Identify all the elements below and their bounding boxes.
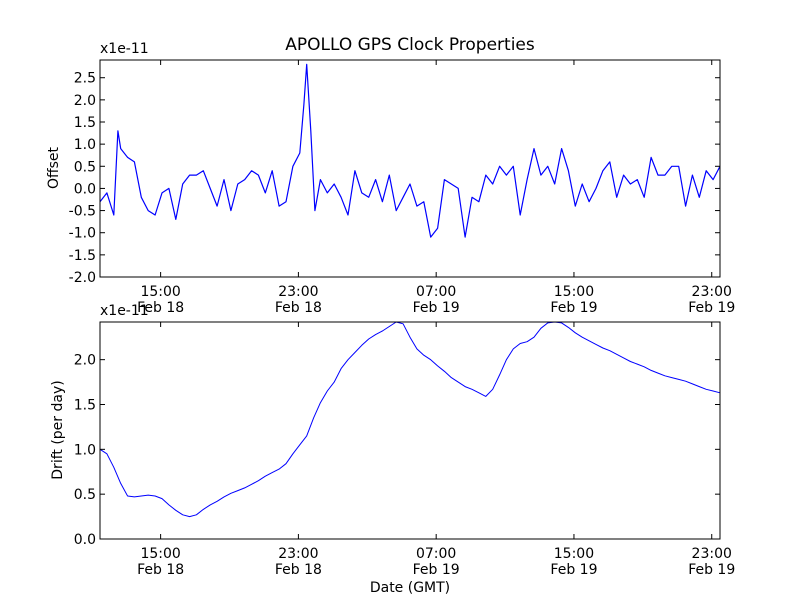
drift-exponent-label: x1e-11: [100, 303, 149, 319]
drift-x-tick-time: 23:00: [692, 546, 732, 562]
drift-x-tick-time: 07:00: [416, 546, 456, 562]
offset-plot-frame: [99, 59, 721, 278]
offset-y-tick-label: -1.5: [69, 248, 96, 264]
offset-y-tick-label: 0.0: [74, 181, 96, 197]
offset-x-tick-date: Feb 18: [275, 300, 322, 316]
offset-y-tick-label: 1.0: [74, 137, 96, 153]
offset-y-tick-label: -1.0: [69, 226, 96, 242]
drift-plot-frame: [99, 321, 721, 540]
offset-exponent-label: x1e-11: [100, 41, 149, 57]
offset-x-tick-date: Feb 18: [137, 300, 184, 316]
offset-x-tick-time: 07:00: [416, 284, 456, 300]
offset-y-tick-label: -2.0: [69, 270, 96, 286]
offset-marks: [99, 63, 721, 238]
drift-x-tick-date: Feb 19: [413, 562, 460, 578]
chart-title: APOLLO GPS Clock Properties: [285, 35, 535, 55]
offset-y-tick-label: -0.5: [69, 204, 96, 220]
drift-x-tick-date: Feb 19: [550, 562, 597, 578]
drift-x-tick-date: Feb 18: [275, 562, 322, 578]
drift-y-tick-label: 0.0: [74, 532, 96, 548]
offset-series-line: [99, 63, 721, 238]
drift-y-tick-label: 2.0: [74, 353, 96, 369]
offset-y-tick-label: 2.0: [74, 93, 96, 109]
drift-panel: x1e-11 Drift (per day) 0.0 0.5 1.0 1.5 2.0 1…: [50, 303, 735, 596]
drift-y-axis-label: Drift (per day): [50, 380, 66, 479]
offset-x-tick-time: 23:00: [278, 284, 318, 300]
drift-y-ticks: 0.0 0.5 1.0 1.5 2.0: [74, 353, 720, 548]
x-axis-label: Date (GMT): [370, 580, 450, 596]
offset-y-tick-label: 2.5: [74, 71, 96, 87]
drift-x-tick-date: Feb 19: [688, 562, 735, 578]
offset-y-tick-label: 0.5: [74, 159, 96, 175]
drift-y-tick-label: 1.0: [74, 442, 96, 458]
drift-x-tick-time: 15:00: [554, 546, 594, 562]
drift-x-tick-date: Feb 18: [137, 562, 184, 578]
offset-y-ticks: -2.0 -1.5 -1.0 -0.5 0.0 0.5 1.0 1.5 2.0 2.5: [69, 71, 720, 286]
drift-marks: [99, 321, 721, 518]
offset-y-axis-label: Offset: [46, 146, 62, 189]
offset-panel: x1e-11 Offset -2.0 -1.5 -1.0 -0.5 0.0 0.5 1.0 1…: [46, 41, 735, 316]
drift-series-line: [99, 321, 721, 518]
drift-x-tick-time: 15:00: [140, 546, 180, 562]
drift-y-tick-label: 0.5: [74, 487, 96, 503]
offset-x-tick-date: Feb 19: [550, 300, 597, 316]
offset-x-tick-date: Feb 19: [688, 300, 735, 316]
drift-y-tick-label: 1.5: [74, 397, 96, 413]
drift-x-tick-time: 23:00: [278, 546, 318, 562]
offset-x-tick-time: 15:00: [554, 284, 594, 300]
offset-x-tick-date: Feb 19: [413, 300, 460, 316]
offset-y-tick-label: 1.5: [74, 115, 96, 131]
offset-x-tick-time: 23:00: [692, 284, 732, 300]
offset-x-tick-time: 15:00: [140, 284, 180, 300]
